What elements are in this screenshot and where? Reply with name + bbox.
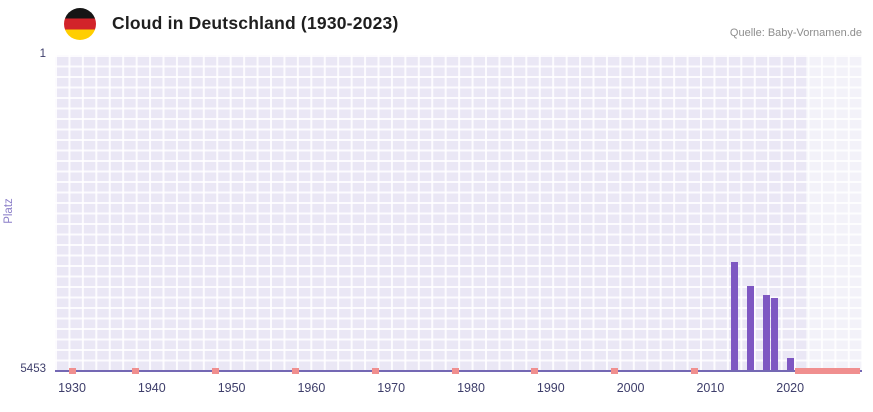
x-axis-tick-2010: 2010 <box>696 381 725 395</box>
x-axis-labels: 1930 1940 1950 1960 1970 1980 1990 2000 2010 2020 <box>55 381 862 401</box>
not-ranked-marker-1930 <box>68 368 76 374</box>
not-ranked-marker-1998 <box>611 368 619 374</box>
y-axis-bottom-tick: 5453 <box>20 363 46 375</box>
rank-bar-2018 <box>770 298 778 370</box>
not-ranked-marker-1988 <box>531 368 539 374</box>
not-ranked-marker-2008 <box>690 368 698 374</box>
plot-area <box>55 55 862 374</box>
not-ranked-marker-1968 <box>371 368 379 374</box>
highlight-band <box>806 55 862 370</box>
not-ranked-band <box>794 368 860 374</box>
not-ranked-marker-1978 <box>451 368 459 374</box>
not-ranked-marker-1948 <box>212 368 220 374</box>
x-axis-tick-1980: 1980 <box>457 381 485 395</box>
german-flag-icon <box>64 8 96 40</box>
not-ranked-marker-1958 <box>291 368 299 374</box>
rank-bar-2020 <box>786 358 794 370</box>
x-axis-tick-2000: 2000 <box>616 381 645 395</box>
rank-bar-2013 <box>730 262 738 370</box>
rank-bar-2015 <box>746 286 754 370</box>
x-axis-tick-2020: 2020 <box>776 381 805 395</box>
rank-bar-2017 <box>762 295 770 370</box>
y-axis-title: Platz <box>2 198 15 224</box>
x-axis-tick-1940: 1940 <box>137 381 166 395</box>
chart-title: Cloud in Deutschland (1930-2023) <box>112 13 399 33</box>
y-axis-top-tick: 1 <box>39 48 46 60</box>
x-axis-tick-1970: 1970 <box>377 381 406 395</box>
x-axis-tick-1930: 1930 <box>58 381 86 395</box>
not-ranked-marker-1938 <box>132 368 140 374</box>
x-axis-tick-1960: 1960 <box>297 381 326 395</box>
x-axis-tick-1950: 1950 <box>217 381 246 395</box>
x-axis-tick-1990: 1990 <box>536 381 565 395</box>
source-label: Quelle: Baby-Vornamen.de <box>729 27 862 39</box>
